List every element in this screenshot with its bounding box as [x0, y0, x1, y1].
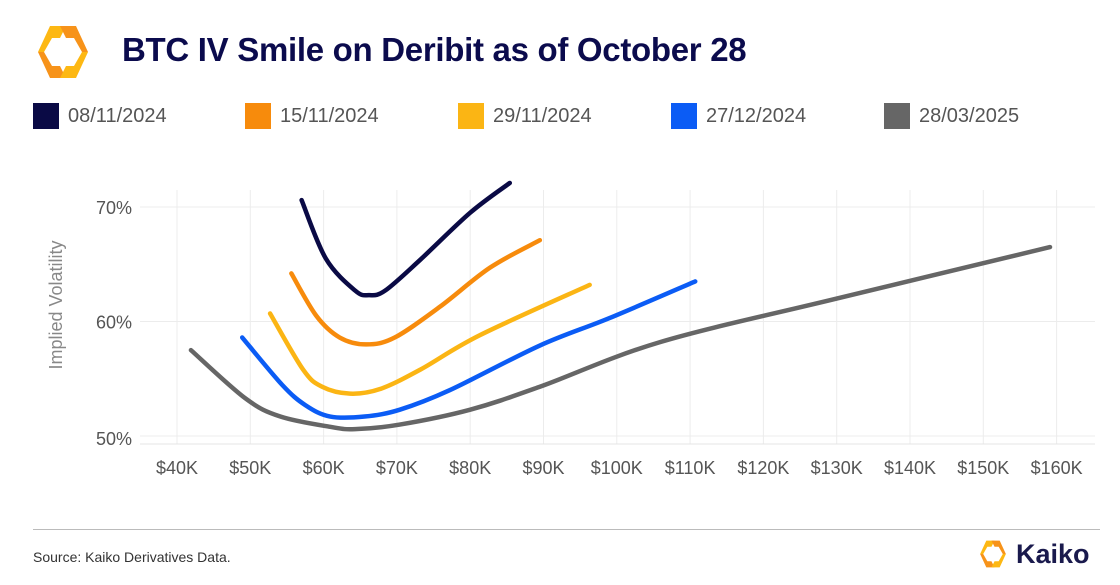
- legend-item: 15/11/2024: [245, 103, 379, 129]
- x-tick-label: $160K: [1031, 458, 1083, 478]
- legend-item: 29/11/2024: [458, 103, 592, 129]
- series-line-29-11-2024: [267, 282, 592, 396]
- legend-label: 08/11/2024: [68, 104, 167, 127]
- x-tick-label: $80K: [449, 458, 491, 478]
- x-tick-label: $130K: [811, 458, 863, 478]
- y-tick-label: 70%: [96, 198, 132, 218]
- x-tick-label: $90K: [522, 458, 564, 478]
- legend-item: 28/03/2025: [884, 103, 1019, 129]
- legend-label: 27/12/2024: [706, 104, 807, 127]
- x-tick-label: $140K: [884, 458, 936, 478]
- legend-label: 28/03/2025: [919, 104, 1020, 127]
- x-tick-label: $40K: [156, 458, 198, 478]
- x-tick-label: $50K: [229, 458, 271, 478]
- x-tick-label: $60K: [303, 458, 345, 478]
- series-line-15-11-2024: [289, 237, 543, 347]
- chart-title: BTC IV Smile on Deribit as of October 28: [122, 31, 747, 68]
- source-note: Source: Kaiko Derivatives Data.: [33, 549, 231, 565]
- divider: [33, 529, 1100, 530]
- x-tick-label: $100K: [591, 458, 643, 478]
- x-tick-label: $120K: [737, 458, 789, 478]
- legend-swatch: [458, 103, 484, 129]
- legend-item: 27/12/2024: [671, 103, 806, 129]
- legend-label: 15/11/2024: [280, 104, 379, 127]
- x-tick-label: $70K: [376, 458, 418, 478]
- kaiko-brand-icon: [980, 540, 1006, 568]
- series-line-27-12-2024: [239, 279, 698, 420]
- brand-name: Kaiko: [1016, 538, 1090, 569]
- kaiko-logo-icon: [38, 26, 88, 78]
- x-tick-label: $150K: [957, 458, 1009, 478]
- legend-swatch: [671, 103, 697, 129]
- y-tick-label: 50%: [96, 429, 132, 449]
- y-axis-label: Implied Volatility: [46, 240, 66, 369]
- y-tick-label: 60%: [96, 313, 132, 333]
- chart-plot: $40K $50K $60K $70K $80K $90K $100K $110K $120K $…: [46, 180, 1095, 478]
- brand: Kaiko: [976, 538, 1090, 570]
- series-line-28-03-2025: [188, 244, 1053, 432]
- legend-swatch: [245, 103, 271, 129]
- series-line-08-11-2024: [299, 180, 513, 298]
- legend-item: 08/11/2024: [33, 103, 167, 129]
- x-tick-label: $110K: [665, 458, 716, 478]
- legend-swatch: [33, 103, 59, 129]
- legend-label: 29/11/2024: [493, 104, 592, 127]
- legend: 08/11/2024 15/11/2024 29/11/2024 27/12/2024…: [0, 103, 1120, 133]
- legend-swatch: [884, 103, 910, 129]
